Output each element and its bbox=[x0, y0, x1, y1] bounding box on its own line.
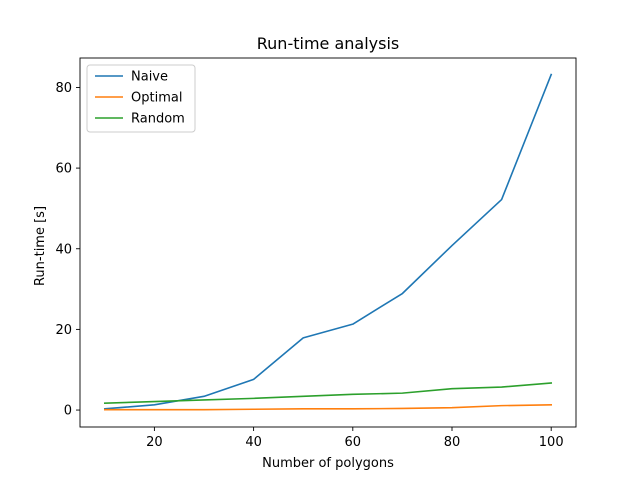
series-line-random bbox=[103, 382, 553, 405]
plot-frame bbox=[79, 57, 577, 428]
y-tick-label: 60 bbox=[55, 162, 72, 177]
x-tick-label: 20 bbox=[146, 435, 163, 450]
x-axis-label: Number of polygons bbox=[262, 456, 394, 471]
legend: Naive Optimal Random bbox=[86, 64, 196, 133]
y-tick-label: 40 bbox=[55, 242, 72, 257]
y-axis-label: Run-time [s] bbox=[33, 206, 48, 286]
x-tick-label: 80 bbox=[444, 435, 461, 450]
y-tick-label: 80 bbox=[55, 81, 72, 96]
y-tick-label: 20 bbox=[55, 323, 72, 338]
x-tick-label: 100 bbox=[539, 435, 564, 450]
y-tick-label: 0 bbox=[64, 404, 72, 419]
chart-title: Run-time analysis bbox=[257, 34, 399, 53]
legend-box bbox=[86, 64, 196, 133]
legend-label-naive: Naive bbox=[131, 70, 168, 85]
y-axis: 0 20 40 60 80 bbox=[55, 81, 80, 419]
x-tick-label: 40 bbox=[245, 435, 262, 450]
series-line-optimal bbox=[104, 404, 553, 411]
legend-label-random: Random bbox=[131, 112, 185, 127]
x-axis: 20 40 60 80 100 bbox=[146, 427, 564, 450]
x-tick-label: 60 bbox=[345, 435, 362, 450]
legend-label-optimal: Optimal bbox=[131, 91, 182, 106]
